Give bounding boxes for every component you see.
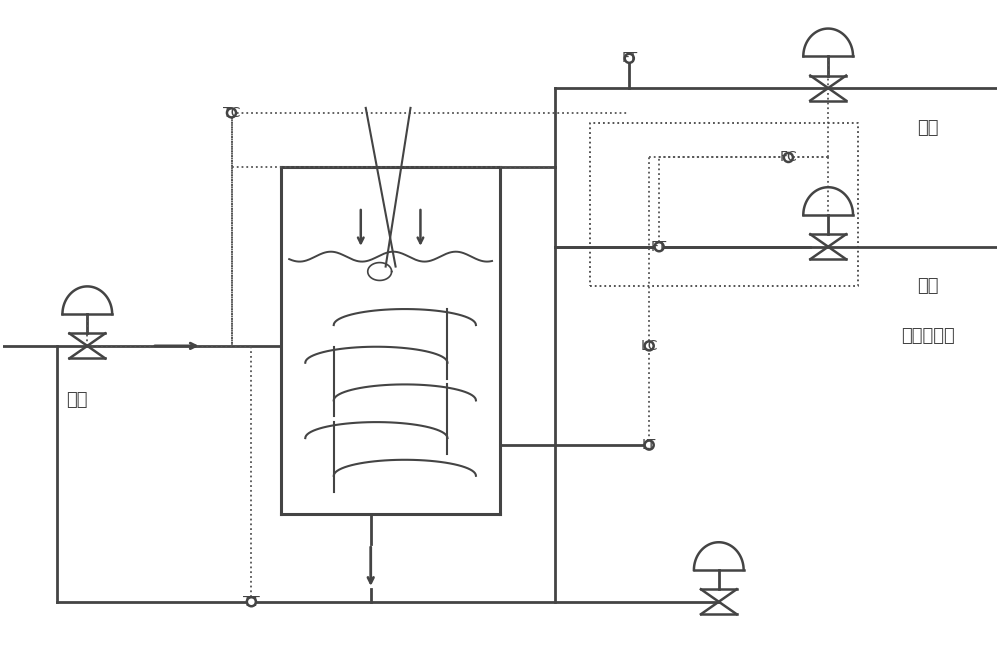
Text: LT: LT [642, 438, 656, 452]
Circle shape [625, 54, 634, 63]
Circle shape [784, 153, 793, 162]
Text: FT: FT [651, 240, 667, 254]
Text: 流量设定点: 流量设定点 [901, 327, 954, 345]
Circle shape [645, 440, 654, 450]
Text: 冷水: 冷水 [917, 278, 938, 296]
Text: 蔭汽: 蔭汽 [67, 392, 88, 410]
Circle shape [655, 242, 664, 251]
Text: FT: FT [621, 51, 637, 65]
Circle shape [247, 597, 256, 606]
Text: TC: TC [223, 106, 240, 120]
Circle shape [227, 109, 236, 117]
Text: LC: LC [640, 339, 658, 353]
Circle shape [645, 342, 654, 350]
Text: TT: TT [243, 595, 260, 609]
Text: 热水: 热水 [917, 119, 938, 137]
Text: FC: FC [780, 151, 797, 165]
